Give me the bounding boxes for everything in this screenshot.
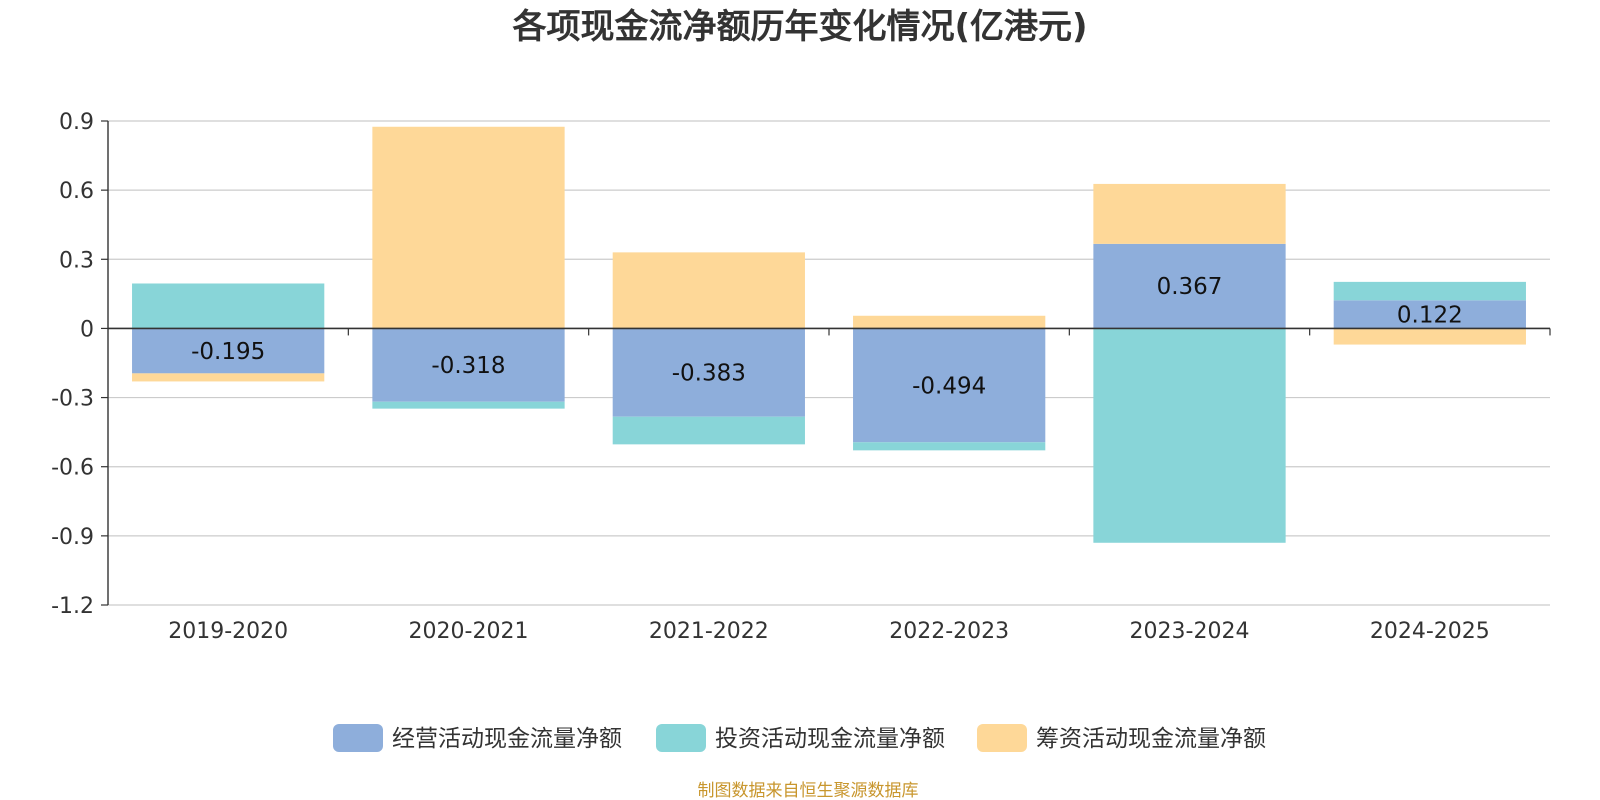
- bar-segment-3-2019-2020[interactable]: [132, 373, 325, 382]
- bars: [132, 126, 1526, 543]
- grid-lines: [108, 120, 1550, 606]
- legend-label: 经营活动现金流量净额: [392, 726, 622, 752]
- legend-item-2[interactable]: 投资活动现金流量净额: [656, 724, 945, 752]
- bar-segment-3-2022-2023[interactable]: [853, 315, 1046, 329]
- data-label: 0.367: [1157, 274, 1223, 300]
- legend-swatch: [656, 724, 706, 752]
- bar-segment-2-2021-2022[interactable]: [612, 416, 805, 445]
- legend-item-3[interactable]: 筹资活动现金流量净额: [977, 724, 1266, 752]
- data-label: -0.383: [672, 361, 746, 387]
- data-labels: -0.195 -0.318 -0.383 -0.494 0.367 0.122: [191, 274, 1463, 399]
- x-tick-label: 2020-2021: [409, 619, 529, 644]
- y-tick-label: 0.3: [59, 248, 94, 273]
- y-tick-label: 0: [80, 317, 94, 342]
- bar-segment-2-2024-2025[interactable]: [1333, 281, 1526, 301]
- legend-label: 筹资活动现金流量净额: [1036, 726, 1266, 752]
- bar-segment-1-2019-2020[interactable]: [132, 328, 325, 374]
- legend-item-1[interactable]: 经营活动现金流量净额: [333, 724, 622, 752]
- legend[interactable]: 经营活动现金流量净额 投资活动现金流量净额 筹资活动现金流量净额: [333, 724, 1266, 752]
- bar-segment-2-2020-2021[interactable]: [372, 401, 565, 409]
- legend-swatch: [977, 724, 1027, 752]
- bar-segment-3-2024-2025[interactable]: [1333, 328, 1526, 345]
- x-tick-label: 2024-2025: [1370, 619, 1490, 644]
- y-tick-label: 0.6: [59, 179, 94, 204]
- bar-segment-1-2021-2022[interactable]: [612, 328, 805, 417]
- bar-segment-3-2020-2021[interactable]: [372, 126, 565, 329]
- chart-title: 各项现金流净额历年变化情况(亿港元): [512, 7, 1087, 47]
- legend-swatch: [333, 724, 383, 752]
- x-tick-label: 2023-2024: [1130, 619, 1250, 644]
- bar-segment-1-2023-2024[interactable]: [1093, 243, 1286, 329]
- bar-segment-1-2024-2025[interactable]: [1333, 300, 1526, 329]
- data-label: -0.494: [912, 373, 986, 399]
- data-label: -0.318: [431, 353, 505, 379]
- y-tick-label: -0.3: [51, 387, 94, 412]
- y-tick-label: -0.9: [51, 525, 94, 550]
- data-label: 0.122: [1397, 302, 1463, 328]
- x-tick-label: 2022-2023: [889, 619, 1009, 644]
- bar-segment-2-2023-2024[interactable]: [1093, 328, 1286, 543]
- bar-segment-2-2022-2023[interactable]: [853, 442, 1046, 451]
- bar-segment-1-2020-2021[interactable]: [372, 328, 565, 402]
- data-label: -0.195: [191, 339, 265, 365]
- x-tick-label: 2021-2022: [649, 619, 769, 644]
- legend-label: 投资活动现金流量净额: [715, 726, 945, 752]
- bar-segment-1-2022-2023[interactable]: [853, 328, 1046, 443]
- bar-segment-3-2021-2022[interactable]: [612, 252, 805, 329]
- y-tick-label: 0.9: [59, 110, 94, 135]
- y-tick-label: -0.6: [51, 456, 94, 481]
- axes: 0.9 0.6 0.3 0 -0.3 -0.6 -0.9 -1.2 2019-2020 2020-…: [51, 110, 1551, 644]
- x-tick-label: 2019-2020: [168, 619, 288, 644]
- bar-segment-2-2019-2020[interactable]: [132, 283, 325, 329]
- bar-segment-3-2023-2024[interactable]: [1093, 183, 1286, 244]
- y-tick-label: -1.2: [51, 594, 94, 619]
- source-note: 制图数据来自恒生聚源数据库: [698, 781, 919, 800]
